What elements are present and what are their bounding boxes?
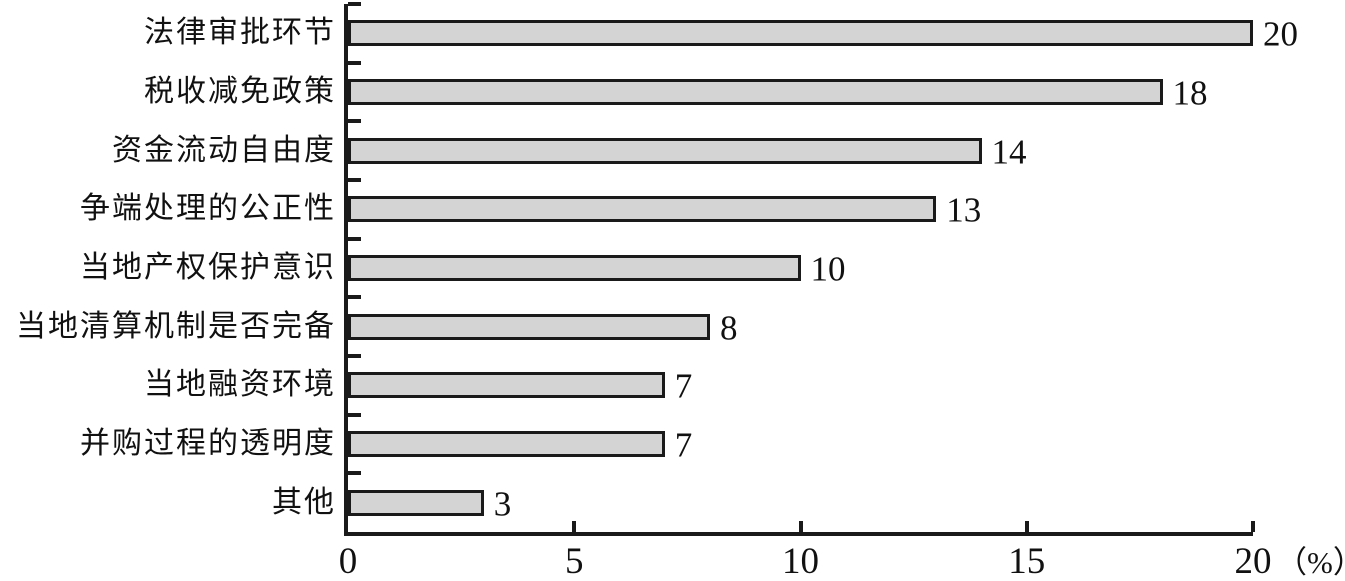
value-label: 7 xyxy=(674,366,693,406)
x-tick-label: 10 xyxy=(782,541,819,581)
category-label: 其他 xyxy=(272,485,336,519)
value-label: 8 xyxy=(720,308,738,348)
value-label: 13 xyxy=(946,190,982,230)
x-tick-label: 15 xyxy=(1008,541,1046,581)
bar xyxy=(348,79,1163,105)
value-label: 20 xyxy=(1263,14,1298,54)
x-axis-tick xyxy=(798,521,803,532)
bar xyxy=(348,196,937,223)
y-axis-tick xyxy=(348,119,361,124)
category-label: 税收减免政策 xyxy=(144,75,336,108)
category-label: 并购过程的透明度 xyxy=(80,427,336,460)
bar xyxy=(348,255,801,281)
bar xyxy=(348,313,710,340)
category-label: 争端处理的公正性 xyxy=(80,192,336,226)
bar xyxy=(348,20,1253,47)
bar xyxy=(348,372,665,399)
x-axis-tick xyxy=(572,521,577,532)
x-tick-label: 5 xyxy=(565,541,584,581)
category-label: 当地产权保护意识 xyxy=(80,251,336,284)
x-axis-tick xyxy=(1251,521,1255,532)
axis-unit-label: （%） xyxy=(1276,545,1345,580)
bar xyxy=(348,489,484,516)
category-label: 法律审批环节 xyxy=(144,16,336,50)
value-label: 7 xyxy=(674,425,693,465)
category-label: 资金流动自由度 xyxy=(112,133,336,167)
value-label: 10 xyxy=(810,249,846,289)
y-axis-tick xyxy=(348,178,361,182)
y-axis-tick xyxy=(348,295,361,300)
value-label: 3 xyxy=(493,484,512,524)
category-label: 当地融资环境 xyxy=(144,368,336,402)
y-axis-tick xyxy=(348,354,361,358)
value-label: 14 xyxy=(991,132,1027,172)
x-tick-label: 0 xyxy=(338,541,358,581)
y-axis-tick xyxy=(348,2,361,6)
x-axis-tick xyxy=(1024,521,1029,532)
y-axis-tick xyxy=(348,412,361,417)
y-axis-tick xyxy=(348,471,361,476)
bar xyxy=(348,431,665,457)
value-label: 18 xyxy=(1172,73,1208,113)
y-axis-tick xyxy=(348,236,361,241)
y-axis-tick xyxy=(348,60,361,65)
bar xyxy=(348,137,982,164)
category-label: 当地清算机制是否完备 xyxy=(16,309,336,343)
x-tick-label: 20 xyxy=(1234,541,1272,581)
plot-area: 20 18 14 13 10 8 7 7 3 xyxy=(344,2,1298,536)
